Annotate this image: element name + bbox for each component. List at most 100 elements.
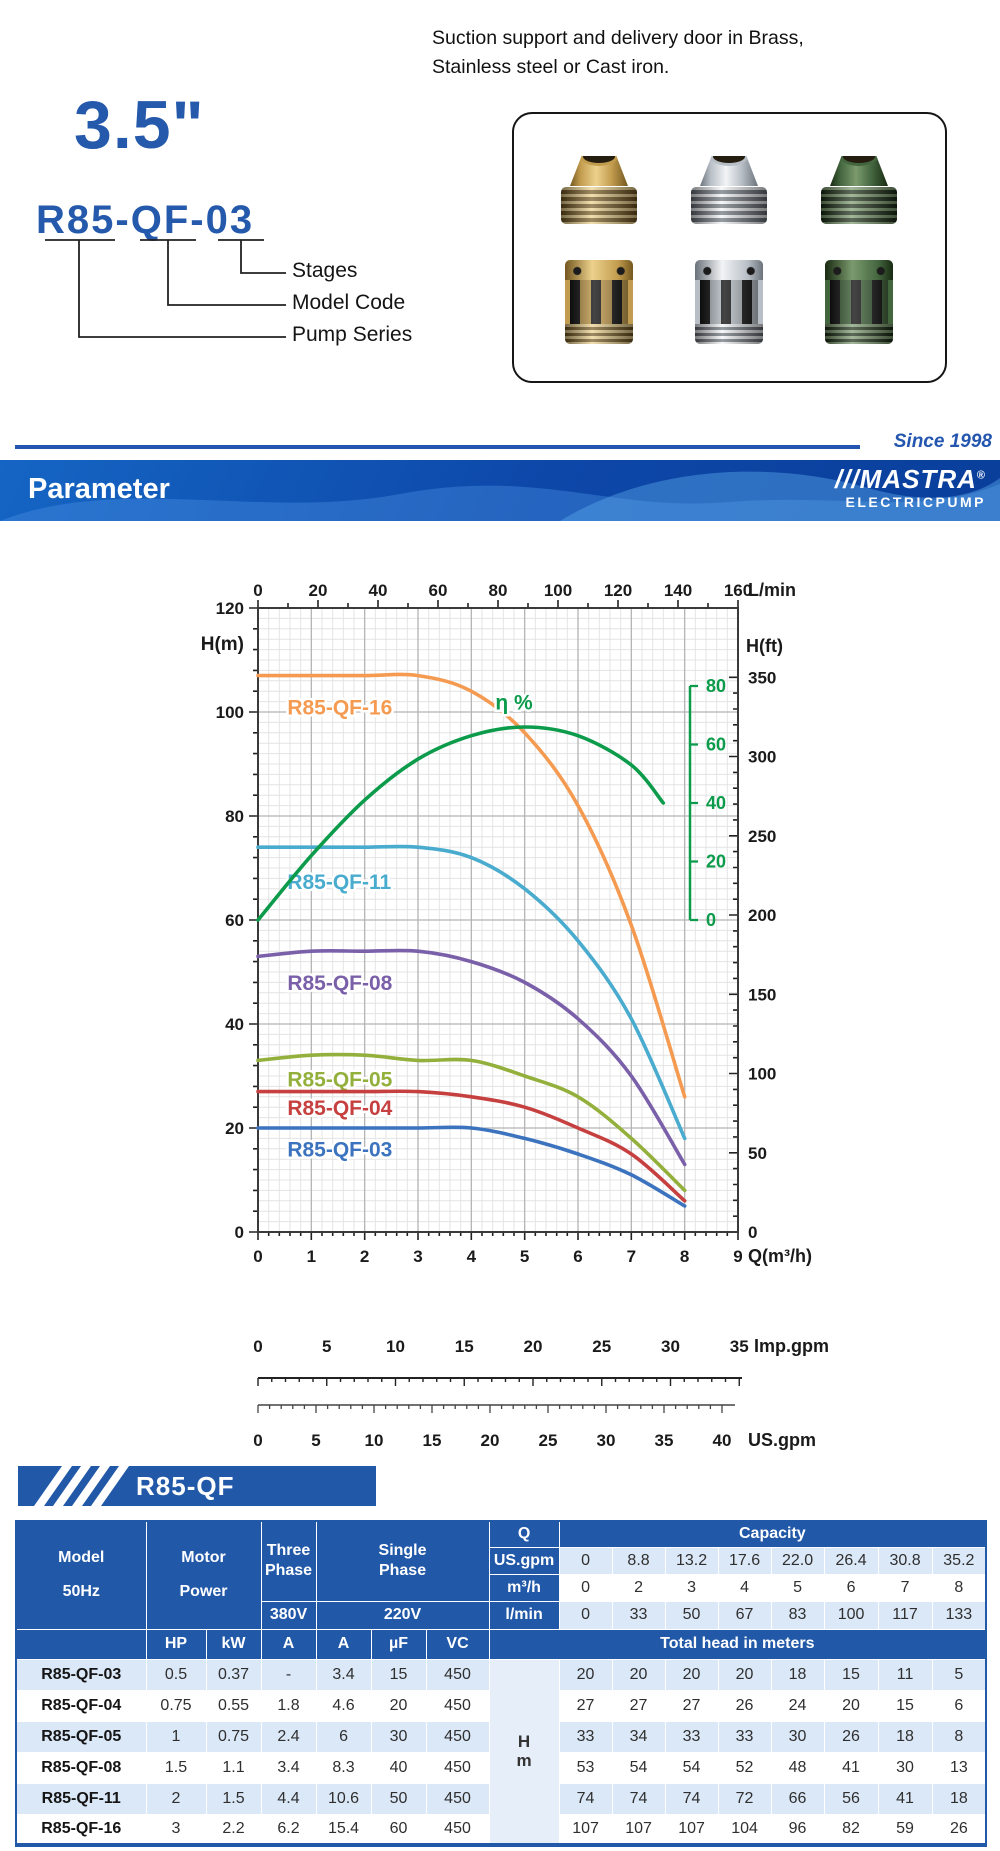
head-value: 20 [611,1658,666,1691]
curve-R85-QF-05 [256,1052,687,1193]
curve-R85-QF-16 [256,672,687,1099]
spec-value: 450 [425,1658,490,1691]
head-value: 15 [877,1689,933,1722]
brass-delivery-door-photo [565,260,633,344]
col-header-three-phase: Three Phase [260,1520,317,1602]
series-banner-label: R85-QF [136,1471,235,1501]
head-value: 66 [770,1782,825,1815]
spec-value: 1.1 [205,1751,262,1784]
banner-stripes-icon [31,1462,138,1510]
col-header-capacity: Capacity [558,1520,987,1548]
spec-value: 1 [145,1720,207,1753]
stainless-suction-support-photo [684,156,774,226]
svg-text:η %: η % [495,691,533,714]
head-value: 27 [664,1689,719,1722]
spec-value: - [260,1658,317,1691]
capacity-value: 0 [558,1546,613,1575]
svg-text:200: 200 [748,906,776,925]
axis-ticks [249,600,739,1240]
header-blank [15,1628,147,1660]
capacity-value: 5 [770,1573,825,1602]
spec-value: 10.6 [315,1782,372,1815]
head-value: 27 [558,1689,613,1722]
head-value: 26 [931,1813,987,1846]
capacity-value: 26.4 [823,1546,879,1575]
head-value: 20 [664,1658,719,1691]
spec-value: 2.2 [205,1813,262,1846]
spec-value: 30 [370,1720,427,1753]
capacity-value: 83 [770,1600,825,1630]
col-header-single-phase: Single Phase [315,1520,490,1602]
head-value: 48 [770,1751,825,1784]
logo-stripes-icon: /// [835,464,860,494]
head-value: 13 [931,1751,987,1784]
svg-text:7: 7 [627,1247,636,1266]
head-value: 18 [770,1658,825,1691]
head-value: 104 [717,1813,772,1846]
svg-text:0: 0 [253,1337,262,1356]
svg-text:5: 5 [322,1337,331,1356]
svg-text:9: 9 [733,1247,742,1266]
head-value: 26 [823,1720,879,1753]
series-banner: R85-QF [18,1462,376,1510]
head-value: 74 [611,1782,666,1815]
spec-value: 3.4 [315,1658,372,1691]
capacity-value: 117 [877,1600,933,1630]
svg-text:40: 40 [225,1015,244,1034]
svg-text:5: 5 [520,1247,529,1266]
capacity-value: 8.8 [611,1546,666,1575]
head-value: 20 [558,1658,613,1691]
parameter-section-band: Parameter ///MASTRA® ELECTRICPUMP [0,460,1000,521]
capacity-value: 100 [823,1600,879,1630]
registered-mark: ® [976,469,986,482]
capacity-value: 6 [823,1573,879,1602]
page-title: Parameter [28,473,170,505]
capacity-value: 30.8 [877,1546,933,1575]
capacity-value: 8 [931,1573,987,1602]
svg-text:0: 0 [706,910,716,930]
svg-text:H(ft): H(ft) [746,636,783,656]
capacity-value: 22.0 [770,1546,825,1575]
spec-value: 4.4 [260,1782,317,1815]
capacity-value: 35.2 [931,1546,987,1575]
capacity-value: 4 [717,1573,772,1602]
svg-text:150: 150 [748,985,776,1004]
svg-text:20: 20 [225,1119,244,1138]
capacity-value: 3 [664,1573,719,1602]
svg-text:0: 0 [748,1223,757,1242]
head-value: 56 [823,1782,879,1815]
head-value: 74 [664,1782,719,1815]
capacity-value: 7 [877,1573,933,1602]
head-value: 30 [877,1751,933,1784]
head-value: 27 [611,1689,666,1722]
materials-description-line1: Suction support and delivery door in Bra… [432,27,804,49]
svg-text:15: 15 [423,1431,442,1450]
brass-suction-support-photo [554,156,644,226]
spec-value: 6 [315,1720,372,1753]
spec-value: 450 [425,1782,490,1815]
spec-value: 40 [370,1751,427,1784]
spec-value: 8.3 [315,1751,372,1784]
svg-text:40: 40 [369,581,388,600]
svg-text:R85-QF-05: R85-QF-05 [287,1068,392,1091]
head-value: 59 [877,1813,933,1846]
svg-text:6: 6 [573,1247,582,1266]
spec-value: 4.6 [315,1689,372,1722]
table-row: R85-QF-08 1.5 1.1 3.4 8.3 40 450 53 54 54 52 48 41 30… [15,1751,987,1784]
header-vc: VC [425,1628,490,1660]
curve-R85-QF-11 [256,844,687,1141]
head-value: 72 [717,1782,772,1815]
header-220v: 220V [315,1600,490,1630]
svg-text:120: 120 [604,581,632,600]
svg-text:160: 160 [724,581,752,600]
svg-text:300: 300 [748,748,776,767]
svg-text:20: 20 [524,1337,543,1356]
spec-value: 450 [425,1751,490,1784]
spec-value: 15.4 [315,1813,372,1846]
svg-text:250: 250 [748,827,776,846]
svg-text:80: 80 [489,581,508,600]
svg-text:35: 35 [655,1431,674,1450]
